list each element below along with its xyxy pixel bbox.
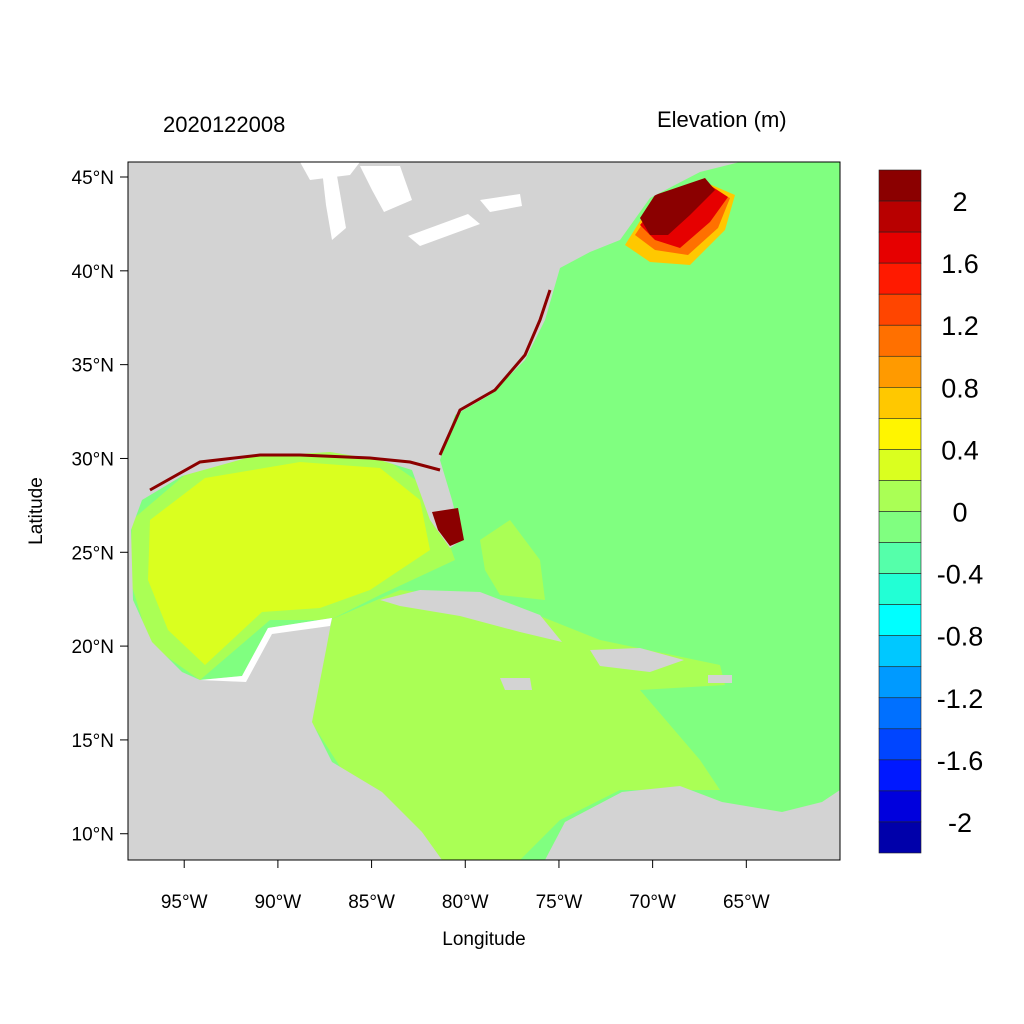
y-tick-label: 15°N (72, 731, 114, 752)
colorbar-swatch (878, 324, 922, 357)
x-tick-label: 95°W (161, 892, 208, 913)
colorbar-swatch (878, 542, 922, 574)
colorbar-swatch (878, 293, 922, 326)
surge-east-coast (438, 289, 552, 456)
bahamas-shelf (480, 520, 545, 600)
y-tick-label: 20°N (72, 637, 114, 658)
cuba-land (380, 590, 562, 642)
colorbar-swatch (878, 387, 922, 419)
yucatan-coast (200, 618, 332, 682)
x-tick-label: 90°W (255, 892, 302, 913)
axes: 95°W 90°W 85°W 80°W 75°W 70°W 65°W 45°N 40°N 35°N… (72, 168, 770, 913)
lake-erie (408, 214, 480, 246)
colorbar-swatch (878, 666, 922, 699)
colorbar-label: 0 (952, 498, 967, 528)
colorbar-swatch (878, 169, 922, 202)
surge-gulf-of-maine-1 (640, 178, 715, 235)
colorbar-swatch (878, 355, 922, 388)
colorbar-swatch (878, 480, 922, 512)
colorbar-swatch (878, 449, 922, 481)
colorbar-label: -0.8 (937, 622, 984, 652)
colorbar-swatch (878, 635, 922, 668)
colorbar-label: -0.4 (937, 560, 984, 590)
colorbar-label: 2 (952, 187, 967, 217)
jamaica-land (500, 678, 532, 690)
plot-frame (127, 161, 841, 861)
colorbar-label: 1.6 (941, 249, 979, 279)
colorbar-label: -1.2 (937, 684, 984, 714)
colorbar-swatch (878, 573, 922, 605)
hispaniola-land (590, 648, 684, 672)
colorbar-swatch (878, 418, 922, 450)
colorbar-label: 0.8 (941, 373, 979, 403)
x-tick-label: 80°W (442, 892, 489, 913)
colorbar-swatch (878, 511, 922, 543)
colorbar-swatch (878, 262, 922, 295)
map-field (128, 162, 840, 860)
colorbar-label: 1.2 (941, 311, 979, 341)
y-tick-label: 40°N (72, 262, 114, 283)
lake-huron (360, 166, 412, 212)
y-tick-label: 30°N (72, 449, 114, 470)
variable-title: Elevation (m) (657, 107, 787, 132)
colorbar-swatch (878, 697, 922, 730)
colorbar-label: -1.6 (937, 746, 984, 776)
colorbar-label: 0.4 (941, 435, 979, 465)
y-tick-label: 10°N (72, 825, 114, 846)
colorbar-swatch (878, 790, 922, 823)
x-tick-label: 70°W (629, 892, 676, 913)
colorbar-swatch (878, 604, 922, 636)
puerto-rico-land (708, 675, 732, 683)
y-tick-label: 45°N (72, 168, 114, 189)
colorbar: 2 1.6 1.2 0.8 0.4 0 -0.4 -0.8 -1.2 -1.6 -2 (878, 169, 984, 854)
surge-coastline (149, 453, 441, 492)
y-axis-label: Latitude (26, 477, 47, 545)
x-tick-label: 85°W (348, 892, 395, 913)
x-tick-label: 65°W (723, 892, 770, 913)
date-title: 2020122008 (163, 112, 286, 137)
colorbar-swatch (878, 759, 922, 792)
y-tick-label: 35°N (72, 356, 114, 377)
colorbar-swatch (878, 200, 922, 233)
colorbar-label: -2 (948, 808, 972, 838)
surge-florida (432, 508, 464, 546)
x-tick-label: 75°W (536, 892, 583, 913)
colorbar-swatch (878, 231, 922, 264)
gulf-of-mexico (148, 462, 430, 665)
x-axis-label: Longitude (442, 929, 525, 950)
lake-ontario (480, 194, 522, 212)
colorbar-swatch (878, 821, 922, 854)
y-tick-label: 25°N (72, 543, 114, 564)
north-america-land (128, 162, 740, 860)
colorbar-swatch (878, 728, 922, 761)
lake-michigan (322, 170, 346, 240)
south-america-land (545, 786, 840, 860)
